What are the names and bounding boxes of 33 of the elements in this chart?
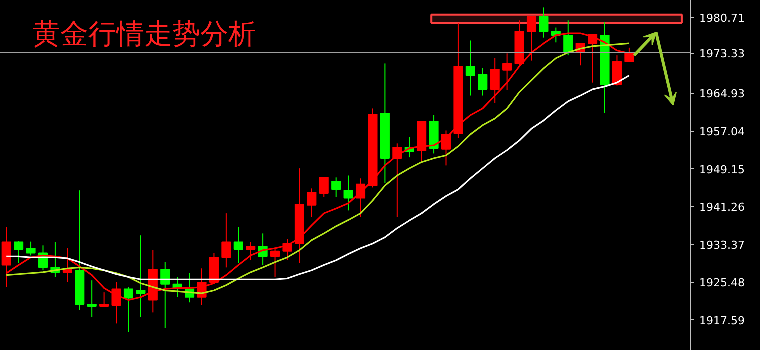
candlestick: [100, 292, 110, 308]
candlestick: [344, 175, 354, 212]
candlestick: [87, 280, 97, 318]
y-tick-label: 1925.48: [700, 276, 745, 290]
y-tick-label: 1980.71: [700, 12, 745, 26]
candlestick: [222, 213, 232, 268]
candlestick: [62, 248, 72, 284]
candlestick: [466, 40, 476, 96]
candlestick: [307, 188, 317, 218]
candlestick: [136, 235, 146, 318]
y-tick-label: 1964.93: [700, 88, 745, 101]
candlestick: [234, 226, 244, 264]
y-tick-label: 1957.04: [700, 126, 745, 139]
candlestick: [564, 20, 574, 56]
y-tick-label: 1949.15: [700, 163, 745, 176]
candlestick: [160, 262, 170, 329]
candlestick: [539, 7, 549, 38]
candlestick: [26, 241, 36, 256]
candlestick: [270, 247, 280, 278]
text: 黄金行情走势分析: [32, 18, 256, 50]
candlestick: [502, 53, 512, 92]
candlestick: [612, 55, 622, 86]
candlestick: [319, 177, 329, 198]
candlestick: [490, 58, 500, 104]
candlestick: [332, 177, 342, 198]
candlestick: [478, 68, 488, 96]
y-tick-label: 1973.33: [700, 48, 745, 61]
candlestick: [124, 286, 134, 333]
y-tick-label: 1941.26: [700, 201, 745, 214]
y-tick-label: 1917.59: [700, 314, 745, 328]
candlestick: [246, 242, 256, 261]
candlestick: [14, 240, 24, 264]
y-tick-label: 1933.37: [700, 238, 745, 252]
